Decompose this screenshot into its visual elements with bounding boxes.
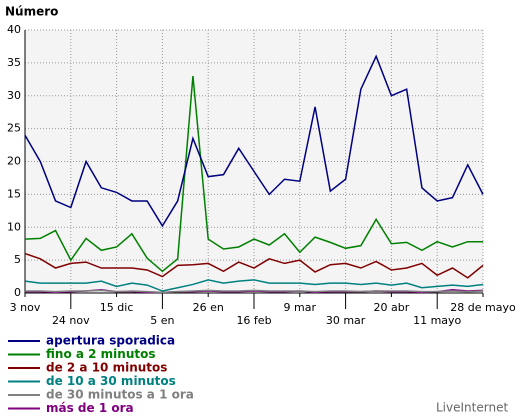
series-line [24,279,484,292]
x-tick-label: 5 en [150,314,174,327]
series-line [24,54,484,228]
legend-label: de 2 a 10 minutos [46,361,167,375]
y-tick-label: 15 [7,187,21,200]
x-tick-label: 15 dic [100,301,134,314]
legend-label: de 10 a 30 minutos [46,374,176,388]
x-tick-label: 3 nov [10,301,41,314]
y-tick-label: 20 [7,155,21,168]
legend-label: de 30 minutos a 1 ora [46,388,194,402]
legend-label: apertura sporadica [46,334,175,348]
series-line [25,289,484,294]
legend-label: fino a 2 minutos [46,347,156,361]
y-tick-label: 5 [14,253,21,266]
watermark: LiveInternet [436,401,508,415]
y-tick-label: 35 [7,56,21,69]
x-tick-label: 26 en [193,301,224,314]
x-tick-label: 30 mar [326,314,366,327]
y-tick-label: 40 [7,23,21,36]
x-tick-label: 20 abr [374,301,410,314]
y-tick-label: 25 [7,122,21,135]
y-tick-label: 0 [14,286,21,299]
x-tick-label: 9 mar [284,301,317,314]
x-tick-label: 11 mayo [413,314,461,327]
series-line [24,252,484,279]
chart-title: Número [5,5,58,19]
legend-label: más de 1 ora [46,401,134,415]
y-tick-label: 10 [7,220,21,233]
x-tick-label: 16 feb [236,314,271,327]
series-line [24,75,483,273]
x-tick-label: 28 de mayo [450,301,516,314]
y-tick-label: 30 [7,89,21,102]
x-tick-label: 24 nov [52,314,90,327]
